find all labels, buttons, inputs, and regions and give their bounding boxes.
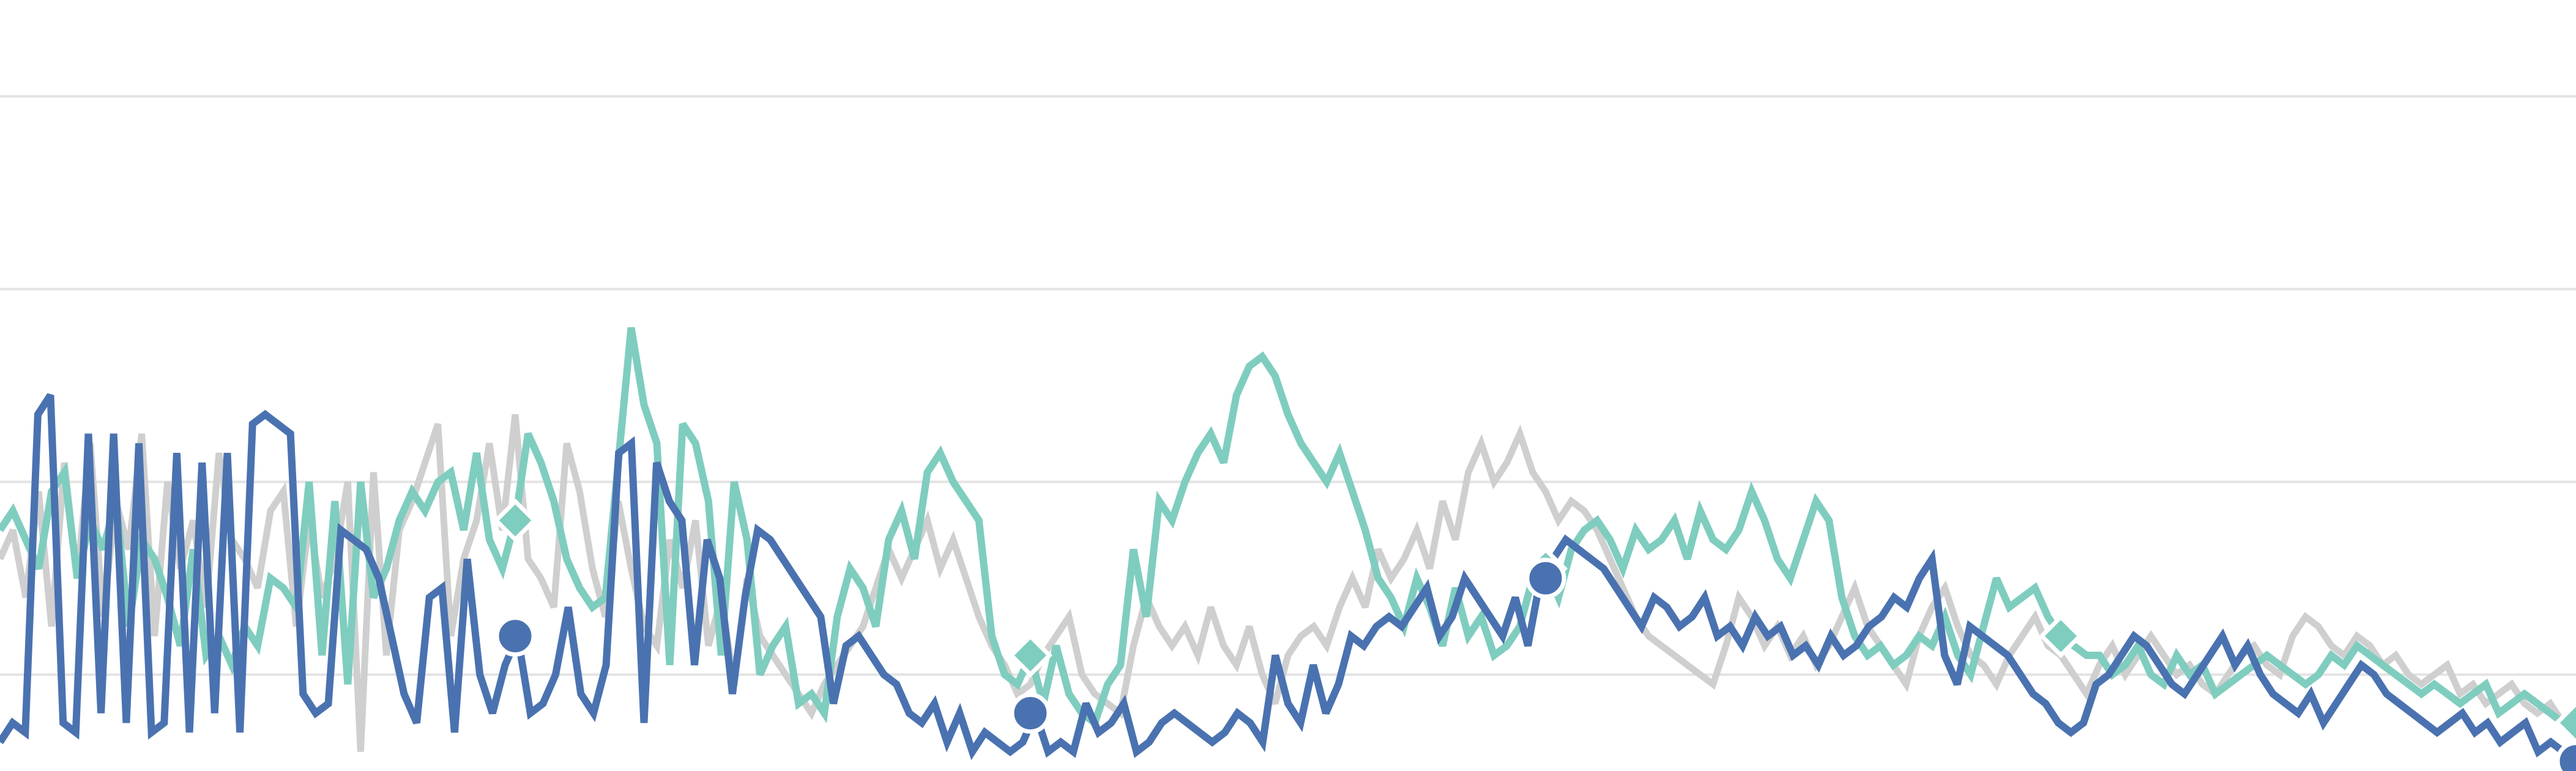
- series-1-marker-1: [494, 616, 536, 657]
- series-2-marker-1: [493, 498, 538, 543]
- series-1-marker-2: [1010, 693, 1051, 734]
- gridlines: [0, 95, 2576, 676]
- series-1-marker-3: [1525, 557, 1566, 599]
- series-2-marker-5: [2553, 701, 2576, 745]
- series-line-1: [0, 393, 2576, 765]
- series-2-marker-4: [2038, 614, 2083, 658]
- series-markers: [493, 498, 2576, 771]
- series-2-marker-2: [1008, 633, 1053, 678]
- series-lines: [0, 327, 2576, 765]
- series-1-marker-4: [2555, 740, 2576, 771]
- series-line-2: [0, 327, 2576, 729]
